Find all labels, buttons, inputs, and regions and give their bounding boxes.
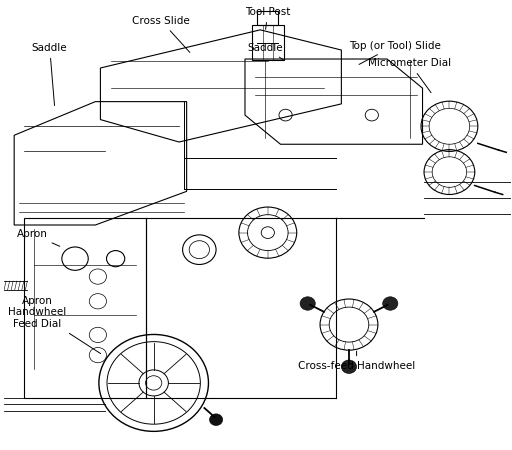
Circle shape (300, 297, 315, 310)
Circle shape (209, 414, 223, 426)
Text: Saddle: Saddle (32, 43, 68, 106)
Text: Micrometer Dial: Micrometer Dial (368, 58, 452, 93)
Bar (257, 11, 279, 25)
Text: Cross-feed Handwheel: Cross-feed Handwheel (298, 351, 415, 371)
Circle shape (342, 360, 356, 373)
Text: Apron: Apron (16, 229, 60, 246)
Text: Top (or Tool) Slide: Top (or Tool) Slide (349, 40, 440, 64)
Text: Tool Post: Tool Post (245, 7, 290, 29)
Circle shape (382, 297, 398, 310)
Text: Cross Slide: Cross Slide (133, 16, 190, 53)
Bar (251, 25, 284, 60)
Text: Saddle: Saddle (247, 43, 283, 60)
Text: Apron
Handwheel
Feed Dial: Apron Handwheel Feed Dial (8, 296, 101, 354)
